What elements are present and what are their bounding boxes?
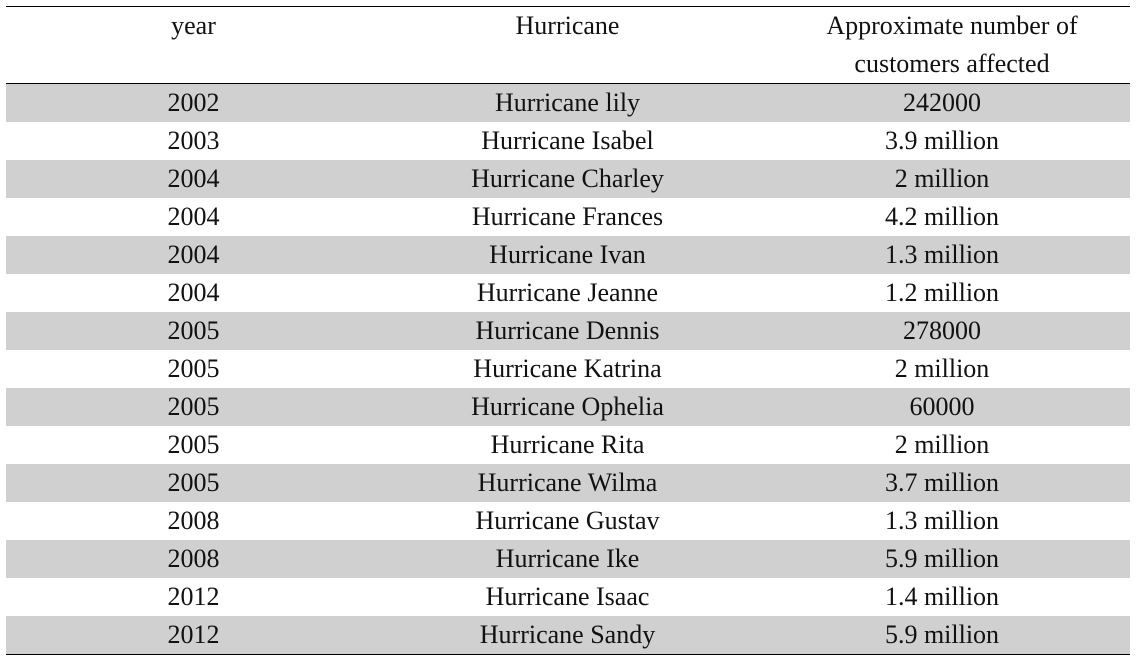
table-row: 2008 Hurricane Gustav 1.3 million bbox=[6, 502, 1130, 540]
cell-hurricane: Hurricane Isaac bbox=[485, 582, 650, 611]
table-row: 2004 Hurricane Jeanne 1.2 million bbox=[6, 274, 1130, 312]
table-row: 2003 Hurricane Isabel 3.9 million bbox=[6, 122, 1130, 160]
cell-year: 2004 bbox=[167, 202, 220, 231]
cell-customers: 4.2 million bbox=[884, 202, 1000, 231]
cell-customers: 5.9 million bbox=[754, 616, 1130, 655]
table-header: year Hurricane Approximate number of cus… bbox=[6, 6, 1130, 84]
cell-year: 2008 bbox=[167, 506, 220, 535]
cell-hurricane: Hurricane Gustav bbox=[475, 506, 660, 535]
cell-hurricane: Hurricane Ike bbox=[381, 540, 754, 578]
cell-hurricane: Hurricane Isabel bbox=[481, 126, 654, 155]
cell-year: 2005 bbox=[6, 464, 381, 502]
cell-year: 2012 bbox=[167, 582, 220, 611]
cell-hurricane: Hurricane Sandy bbox=[381, 616, 754, 655]
cell-customers: 1.3 million bbox=[754, 236, 1130, 274]
cell-hurricane: Hurricane Ivan bbox=[381, 236, 754, 274]
cell-customers: 2 million bbox=[894, 430, 990, 459]
table-row: 2002 Hurricane lily 242000 bbox=[6, 83, 1130, 122]
table-row: 2004 Hurricane Ivan 1.3 million bbox=[6, 236, 1130, 274]
cell-customers: 3.7 million bbox=[754, 464, 1130, 502]
cell-customers: 60000 bbox=[754, 388, 1130, 426]
cell-hurricane: Hurricane Dennis bbox=[381, 312, 754, 350]
cell-year: 2005 bbox=[6, 388, 381, 426]
cell-hurricane: Hurricane Ophelia bbox=[381, 388, 754, 426]
cell-year: 2004 bbox=[6, 236, 381, 274]
cell-year: 2004 bbox=[6, 160, 381, 198]
table-row: 2005 Hurricane Wilma 3.7 million bbox=[6, 464, 1130, 502]
cell-customers: 1.2 million bbox=[884, 278, 1000, 307]
cell-year: 2005 bbox=[167, 354, 220, 383]
cell-hurricane: Hurricane Charley bbox=[381, 160, 754, 198]
table-row: 2004 Hurricane Charley 2 million bbox=[6, 160, 1130, 198]
cell-year: 2005 bbox=[167, 430, 220, 459]
hurricane-outage-table: year Hurricane Approximate number of cus… bbox=[6, 6, 1130, 655]
cell-hurricane: Hurricane lily bbox=[381, 83, 754, 122]
table-row: 2005 Hurricane Katrina 2 million bbox=[6, 350, 1130, 388]
cell-customers: 1.4 million bbox=[884, 582, 1000, 611]
cell-customers: 2 million bbox=[754, 160, 1130, 198]
hurricane-table-container: year Hurricane Approximate number of cus… bbox=[6, 6, 1130, 655]
header-row: year Hurricane Approximate number of cus… bbox=[6, 6, 1130, 84]
cell-customers: 5.9 million bbox=[754, 540, 1130, 578]
cell-customers: 2 million bbox=[894, 354, 990, 383]
cell-year: 2003 bbox=[167, 126, 220, 155]
table-row: 2012 Hurricane Isaac 1.4 million bbox=[6, 578, 1130, 616]
table-row: 2005 Hurricane Dennis 278000 bbox=[6, 312, 1130, 350]
cell-hurricane: Hurricane Katrina bbox=[473, 354, 662, 383]
cell-customers: 242000 bbox=[754, 83, 1130, 122]
cell-customers: 3.9 million bbox=[884, 126, 1000, 155]
header-year: year bbox=[6, 6, 381, 84]
table-row: 2008 Hurricane Ike 5.9 million bbox=[6, 540, 1130, 578]
table-body: 2002 Hurricane lily 242000 2003 Hurrican… bbox=[6, 83, 1130, 655]
cell-hurricane: Hurricane Jeanne bbox=[476, 278, 659, 307]
table-row: 2005 Hurricane Rita 2 million bbox=[6, 426, 1130, 464]
header-customers-affected: Approximate number of customers affected bbox=[754, 6, 1130, 84]
cell-hurricane: Hurricane Rita bbox=[490, 430, 645, 459]
cell-customers: 278000 bbox=[754, 312, 1130, 350]
cell-year: 2002 bbox=[6, 83, 381, 122]
cell-customers: 1.3 million bbox=[884, 506, 1000, 535]
cell-year: 2005 bbox=[6, 312, 381, 350]
cell-hurricane: Hurricane Wilma bbox=[381, 464, 754, 502]
cell-hurricane: Hurricane Frances bbox=[471, 202, 664, 231]
table-row: 2004 Hurricane Frances 4.2 million bbox=[6, 198, 1130, 236]
table-row: 2005 Hurricane Ophelia 60000 bbox=[6, 388, 1130, 426]
cell-year: 2004 bbox=[167, 278, 220, 307]
table-row: 2012 Hurricane Sandy 5.9 million bbox=[6, 616, 1130, 655]
cell-year: 2012 bbox=[6, 616, 381, 655]
header-hurricane: Hurricane bbox=[381, 6, 754, 84]
cell-year: 2008 bbox=[6, 540, 381, 578]
